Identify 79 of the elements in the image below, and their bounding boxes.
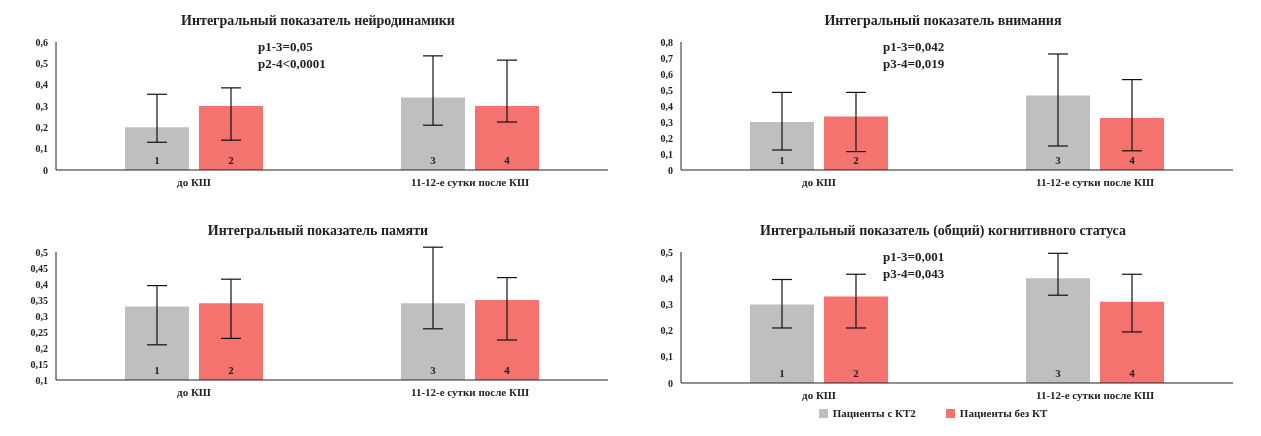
legend-label: Пациенты без КТ	[959, 407, 1048, 419]
bar	[199, 106, 263, 170]
bar	[750, 304, 814, 383]
y-tick-label: 0,5	[660, 84, 673, 96]
y-tick-label: 0,3	[660, 298, 673, 310]
annotation: 1	[154, 154, 160, 166]
x-tick-label: до КШ	[802, 175, 836, 188]
y-tick-label: 0,5	[35, 246, 48, 258]
annotation: 2	[853, 367, 860, 379]
chart-title: Интегральный показатель внимания	[823, 12, 1063, 30]
x-tick-label: 11-12-е сутки после КШ	[1036, 175, 1154, 188]
y-tick-label: 0,4	[35, 278, 48, 290]
chart-title: Интегральный показатель (общий) когнитивного статуса	[759, 222, 1127, 240]
y-tick-label: 0,4	[35, 79, 48, 91]
y-tick-label: 0,45	[30, 262, 48, 274]
y-tick-label: 0,2	[35, 121, 48, 133]
y-tick-label: 0,1	[660, 148, 673, 160]
annotation: 4	[504, 154, 511, 166]
x-tick-label: 11-12-е сутки после КШ	[411, 385, 529, 398]
y-tick-label: 0,25	[30, 326, 48, 338]
bar	[750, 122, 814, 170]
annotation: 4	[1129, 154, 1136, 166]
y-tick-label: 0,1	[35, 143, 48, 155]
chart-title: Интегральный показатель памяти	[206, 222, 430, 240]
y-tick-label: 0,35	[30, 294, 48, 306]
y-tick-label: 0,6	[35, 36, 48, 48]
legend-label: Пациенты с КТ2	[832, 407, 916, 419]
annotation: 3	[1055, 154, 1062, 166]
annotation: 1	[779, 367, 785, 379]
bar	[824, 116, 888, 170]
y-tick-label: 0,3	[660, 116, 673, 128]
bar	[1026, 95, 1090, 170]
y-tick-label: 0,5	[660, 246, 673, 258]
bar	[1100, 301, 1164, 383]
bar	[401, 97, 465, 170]
annotation: p1-3=0,042	[883, 38, 945, 55]
annotation: p1-3=0,05	[258, 38, 314, 55]
annotation: 3	[1055, 367, 1062, 379]
x-tick-label: до КШ	[802, 388, 836, 401]
y-tick-label: 0,2	[35, 342, 48, 354]
y-tick-label: 0	[43, 164, 48, 176]
y-tick-label: 0,2	[660, 325, 673, 337]
x-tick-label: 11-12-е сутки после КШ	[411, 175, 529, 188]
y-tick-label: 0,3	[35, 310, 48, 322]
bar	[475, 106, 539, 170]
annotation: 1	[154, 364, 160, 376]
y-tick-label: 0,3	[35, 100, 48, 112]
annotation: p3-4=0,043	[883, 265, 945, 282]
annotation: 1	[779, 154, 785, 166]
bar	[824, 296, 888, 383]
y-tick-label: 0,6	[660, 68, 673, 80]
y-tick-label: 0,8	[660, 36, 673, 48]
bar	[125, 127, 189, 170]
y-tick-label: 0	[668, 164, 673, 176]
annotation: p1-3=0,001	[883, 248, 945, 265]
annotation: 3	[430, 154, 437, 166]
annotation: 3	[430, 364, 437, 376]
bar	[1100, 118, 1164, 170]
x-tick-label: 11-12-е сутки после КШ	[1036, 388, 1154, 401]
annotation: 2	[228, 364, 235, 376]
y-tick-label: 0,1	[35, 374, 48, 386]
annotation: 2	[853, 154, 860, 166]
x-tick-label: до КШ	[177, 385, 211, 398]
y-tick-label: 0,4	[660, 272, 673, 284]
y-tick-label: 0	[668, 377, 673, 389]
y-tick-label: 0,1	[660, 351, 673, 363]
y-tick-label: 0,4	[660, 100, 673, 112]
y-tick-label: 0,7	[660, 52, 673, 64]
y-tick-label: 0,5	[35, 57, 48, 69]
annotation: 4	[504, 364, 511, 376]
y-tick-label: 0,2	[660, 132, 673, 144]
annotation: 2	[228, 154, 235, 166]
annotation: p3-4=0,019	[883, 55, 945, 72]
annotation: 4	[1129, 367, 1136, 379]
annotation: p2-4<0,0001	[258, 55, 326, 72]
x-tick-label: до КШ	[177, 175, 211, 188]
y-tick-label: 0,15	[30, 358, 48, 370]
bar	[1026, 278, 1090, 383]
chart-title: Интегральный показатель нейродинамики	[180, 12, 456, 30]
